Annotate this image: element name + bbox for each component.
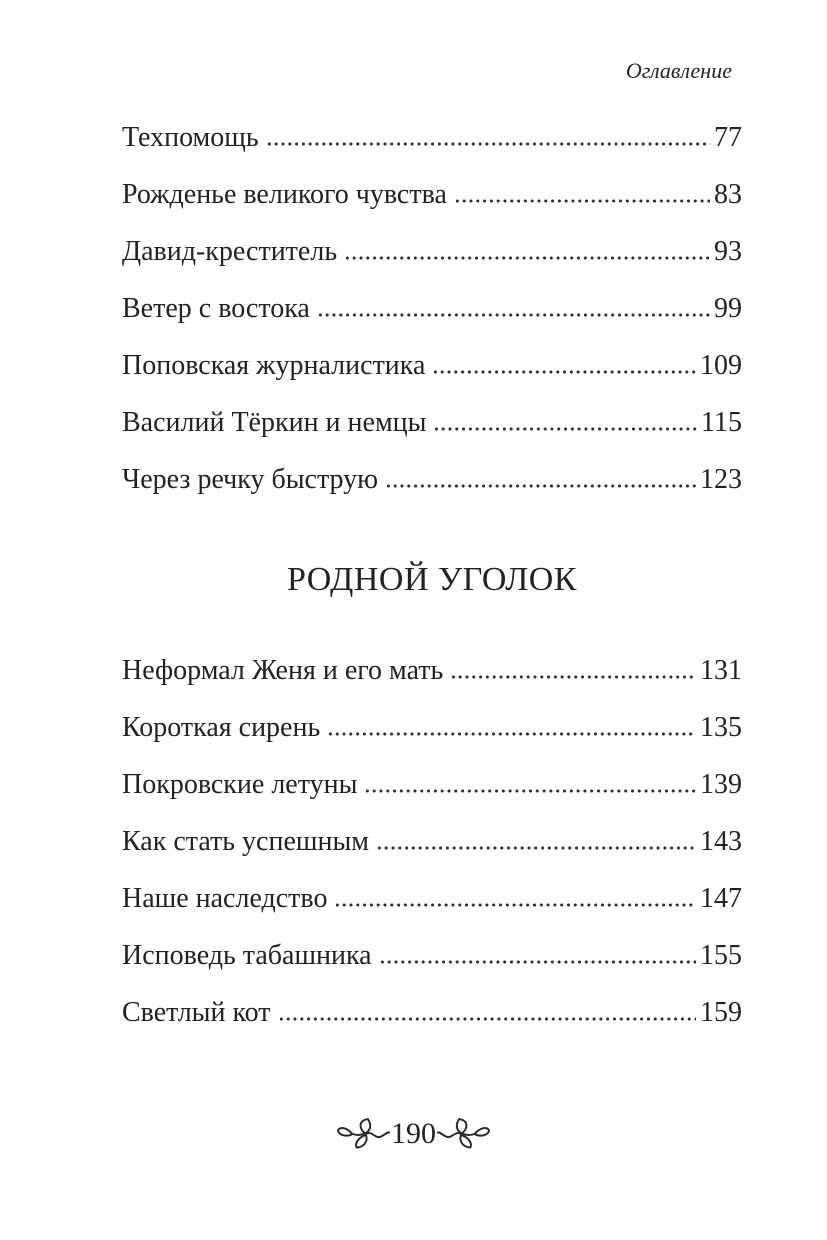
toc-entry: Ветер с востока 99 xyxy=(122,291,742,327)
toc-entry: Короткая сирень 135 xyxy=(122,710,742,746)
toc-entry-page-number: 93 xyxy=(714,236,742,267)
toc-entry-page-number: 123 xyxy=(700,464,742,495)
toc-entry-title: Ветер с востока xyxy=(122,293,310,324)
dot-leader xyxy=(364,789,696,793)
running-head: Оглавление xyxy=(0,0,827,84)
toc-entry: Светлый кот 159 xyxy=(122,995,742,1031)
dot-leader xyxy=(316,313,710,317)
dot-leader xyxy=(453,199,710,203)
toc-entry: Исповедь табашника 155 xyxy=(122,938,742,974)
toc-entry-page-number: 77 xyxy=(714,122,742,153)
toc-entry-title: Как стать успешным xyxy=(122,826,369,857)
page-footer: 190 xyxy=(0,1114,827,1154)
toc-entry: Как стать успешным 143 xyxy=(122,824,742,860)
toc-entry-title: Давид-креститель xyxy=(122,236,338,267)
dot-leader xyxy=(277,1017,696,1021)
running-head-label: Оглавление xyxy=(625,58,732,83)
dot-leader xyxy=(432,370,696,374)
toc-entry-title: Исповедь табашника xyxy=(122,940,372,971)
toc-entry: Неформал Женя и его мать 131 xyxy=(122,653,742,689)
dot-leader xyxy=(385,484,696,488)
dot-leader xyxy=(433,427,698,431)
toc-entry-page-number: 115 xyxy=(701,407,742,438)
page-number: 190 xyxy=(391,1117,436,1150)
toc-entry-page-number: 99 xyxy=(714,293,742,324)
toc-list: Неформал Женя и его мать 131 Короткая сире… xyxy=(122,653,742,1031)
toc-entry-title: Поповская журналистика xyxy=(122,350,426,381)
dot-leader xyxy=(378,960,696,964)
toc-entry: Через речку быструю 123 xyxy=(122,462,742,498)
dot-leader xyxy=(327,732,696,736)
dot-leader xyxy=(344,256,710,260)
toc-list: Техпомощь 77 Рожденье великого чувства 83 Да… xyxy=(122,120,742,498)
toc-entry-title: Покровские летуны xyxy=(122,769,358,800)
toc-entry-title: Василий Тёркин и немцы xyxy=(122,407,427,438)
toc-entry-page-number: 135 xyxy=(700,712,742,743)
toc-entry-title: Техпомощь xyxy=(122,122,259,153)
toc-entry-page-number: 155 xyxy=(700,940,742,971)
toc-section: РОДНОЙ УГОЛОК Неформал Женя и его мать 131… xyxy=(122,558,742,1031)
toc-entry-title: Наше наследство xyxy=(122,883,328,914)
toc-entry-title: Короткая сирень xyxy=(122,712,321,743)
toc-entry: Наше наследство 147 xyxy=(122,881,742,917)
fleuron-left-icon xyxy=(336,1117,390,1151)
toc-entry: Покровские летуны 139 xyxy=(122,767,742,803)
dot-leader xyxy=(265,142,710,146)
fleuron-right-icon xyxy=(437,1117,491,1151)
dot-leader xyxy=(450,675,696,679)
toc-entry-page-number: 147 xyxy=(700,883,742,914)
toc-entry: Давид-креститель 93 xyxy=(122,234,742,270)
toc-entry-title: Неформал Женя и его мать xyxy=(122,655,444,686)
toc-entry: Техпомощь 77 xyxy=(122,120,742,156)
toc-entry-page-number: 143 xyxy=(700,826,742,857)
toc-entry: Рожденье великого чувства 83 xyxy=(122,177,742,213)
toc-entry: Поповская журналистика 109 xyxy=(122,348,742,384)
toc-entry: Василий Тёркин и немцы 115 xyxy=(122,405,742,441)
toc-entry-page-number: 139 xyxy=(700,769,742,800)
toc-entry-page-number: 159 xyxy=(700,997,742,1028)
dot-leader xyxy=(375,846,696,850)
toc-entry-title: Через речку быструю xyxy=(122,464,379,495)
table-of-contents: Техпомощь 77 Рожденье великого чувства 83 Да… xyxy=(0,84,827,1031)
toc-entry-page-number: 131 xyxy=(700,655,742,686)
toc-entry-title: Рожденье великого чувства xyxy=(122,179,447,210)
toc-entry-page-number: 109 xyxy=(700,350,742,381)
toc-entry-page-number: 83 xyxy=(714,179,742,210)
toc-section: Техпомощь 77 Рожденье великого чувства 83 Да… xyxy=(122,120,742,498)
toc-entry-title: Светлый кот xyxy=(122,997,271,1028)
section-heading: РОДНОЙ УГОЛОК xyxy=(286,561,578,598)
dot-leader xyxy=(334,903,696,907)
